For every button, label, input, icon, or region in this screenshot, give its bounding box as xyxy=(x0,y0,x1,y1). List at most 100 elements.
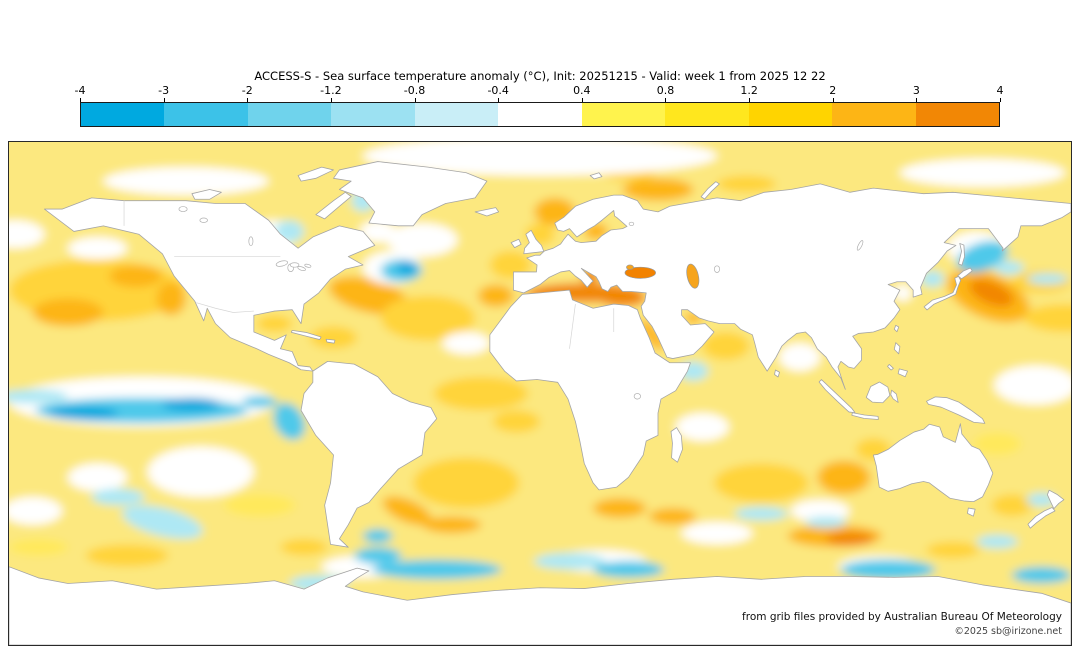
island-cuba xyxy=(291,330,321,339)
island-luzon xyxy=(894,343,900,354)
anomaly-blob xyxy=(396,260,418,275)
azov-sea xyxy=(626,265,633,269)
anomaly-blob xyxy=(492,410,540,433)
landmass-south-america xyxy=(301,361,437,547)
anomaly-blob xyxy=(593,498,647,518)
colorbar-tick-mark xyxy=(916,98,918,102)
island-ellesmere xyxy=(298,167,333,181)
anomaly-blob xyxy=(599,290,647,307)
island-great-britain xyxy=(524,230,544,253)
anomaly-blob xyxy=(734,506,788,521)
anomaly-blob xyxy=(68,463,127,492)
anomaly-blob xyxy=(899,158,1066,187)
anomaly-blob xyxy=(363,529,393,544)
lake-huron xyxy=(290,263,299,267)
colorbar-tick-label: -2 xyxy=(241,84,253,97)
anomaly-blob xyxy=(622,178,694,201)
anomaly-blob xyxy=(354,547,402,564)
colorbar-tick-label: 3 xyxy=(912,84,920,97)
anomaly-blob xyxy=(156,281,186,316)
island-taiwan xyxy=(894,325,898,331)
anomaly-blob xyxy=(991,494,1033,517)
anomaly-blob xyxy=(91,488,145,506)
island-palawan xyxy=(888,364,894,370)
world-map xyxy=(9,142,1071,645)
anomaly-blob xyxy=(675,413,729,442)
colorbar-tick-mark xyxy=(498,98,500,102)
colorbar-tick-mark xyxy=(330,98,332,102)
anomaly-blob xyxy=(242,396,278,408)
colorbar-tick-label: -0.8 xyxy=(403,84,426,97)
lake-ladoga xyxy=(629,222,634,225)
colorbar-segment xyxy=(581,103,666,126)
anomaly-blob xyxy=(714,463,809,503)
island-hokkaido xyxy=(958,268,972,279)
anomaly-blob xyxy=(9,389,68,404)
anomaly-blob xyxy=(224,494,296,517)
island-madagascar xyxy=(671,428,683,463)
island-sakhalin xyxy=(959,243,965,265)
lake-erie xyxy=(297,266,306,272)
anomaly-blob xyxy=(386,223,458,257)
anomaly-blob xyxy=(122,505,203,539)
landmass-australia xyxy=(873,424,992,502)
anomaly-blob xyxy=(840,559,936,580)
anomaly-blob xyxy=(1023,304,1071,333)
landmass-africa xyxy=(490,290,691,490)
anomaly-blob xyxy=(681,522,753,545)
colorbar-tick-mark xyxy=(1000,98,1001,102)
islands xyxy=(192,167,1064,528)
colorbar-tick-label: 2 xyxy=(829,84,837,97)
figure-title: ACCESS-S - Sea surface temperature anoma… xyxy=(254,69,826,83)
anomaly-blob xyxy=(790,499,850,523)
anomaly-blob xyxy=(639,319,665,351)
island-honshu xyxy=(924,276,961,310)
colorbar-segment xyxy=(81,103,165,126)
colorbar-segment xyxy=(331,103,415,126)
colorbar-tick-mark xyxy=(247,98,249,102)
lakes xyxy=(179,207,864,400)
black-sea xyxy=(625,267,656,278)
anomaly-blob xyxy=(649,508,697,525)
island-ireland xyxy=(511,239,521,247)
anomaly-blob xyxy=(805,516,847,528)
colorbar-tick-mark xyxy=(832,98,834,102)
colorbar-segment xyxy=(164,103,248,126)
landmass-eurasia xyxy=(513,184,1071,389)
anomaly-blob xyxy=(413,457,520,509)
lake-great-bear xyxy=(179,207,187,212)
lake-great-slave xyxy=(200,218,208,222)
colorbar-segment xyxy=(665,103,749,126)
anomaly-blob xyxy=(957,240,1008,273)
landmass-antarctica xyxy=(9,567,1071,645)
anomaly-blob xyxy=(147,446,254,497)
colorbar-segment xyxy=(748,103,833,126)
anomaly-blob xyxy=(382,496,432,526)
colorbar-tick-label: 1.2 xyxy=(740,84,758,97)
anomaly-blob xyxy=(9,220,45,249)
island-sumatra xyxy=(819,380,855,413)
anomaly-blob xyxy=(926,541,980,559)
colorbar-tick-mark xyxy=(414,98,416,102)
anomaly-blob xyxy=(328,276,410,315)
continents xyxy=(9,162,1071,645)
colorbar-tick-label: -3 xyxy=(158,84,170,97)
island-mindanao xyxy=(898,369,907,377)
anomaly-blob xyxy=(778,343,821,372)
colorbar-segment xyxy=(247,103,332,126)
island-baffin xyxy=(316,192,351,219)
landmass-north-america xyxy=(44,198,374,371)
anomaly-blob xyxy=(534,552,605,570)
credit-line-source: from grib files provided by Australian B… xyxy=(742,611,1062,624)
anomaly-blob xyxy=(973,432,1021,455)
anomaly-blob xyxy=(32,298,104,327)
anomaly-blob xyxy=(280,538,328,556)
colorbar xyxy=(80,102,1000,127)
anomaly-blob xyxy=(9,538,68,556)
anomaly-blob xyxy=(920,270,945,288)
island-hispaniola xyxy=(326,339,335,343)
lake-winnipeg xyxy=(249,237,253,246)
lake-baikal xyxy=(856,240,864,251)
island-java xyxy=(852,413,879,420)
anomaly-blob xyxy=(593,561,664,578)
